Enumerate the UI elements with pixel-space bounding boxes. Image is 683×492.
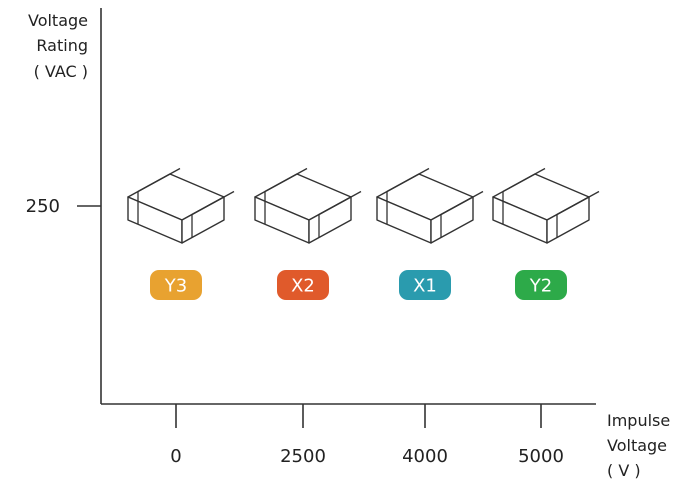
chip-capacitor-icon — [127, 167, 235, 244]
y-axis-label-line-3: ( VAC ) — [33, 62, 88, 81]
class-badge-label: Y2 — [529, 276, 552, 297]
x-tick-label: 2500 — [280, 446, 326, 467]
class-badge — [277, 270, 329, 300]
y-axis-label-line-1: Voltage — [27, 11, 88, 30]
class-badge-label: X1 — [413, 276, 437, 297]
x-axis-label-line-3: ( V ) — [607, 461, 641, 480]
chip-terminal-line — [318, 190, 362, 216]
class-badge-label: X2 — [291, 276, 315, 297]
x-tick-label: 0 — [170, 446, 181, 467]
y-tick-label: 250 — [26, 196, 60, 217]
chip-terminal-line — [386, 167, 430, 193]
chip-terminal-line — [556, 190, 600, 216]
class-badge — [515, 270, 567, 300]
x-tick-label: 5000 — [518, 446, 564, 467]
chip-terminal-line — [191, 190, 235, 216]
chip-terminal-line — [440, 190, 484, 216]
chip-terminal-line — [502, 167, 546, 193]
chip-capacitor-icon — [492, 167, 600, 244]
class-badge-label: Y3 — [164, 276, 187, 297]
chip-terminal-line — [137, 167, 181, 193]
x-tick-label: 4000 — [402, 446, 448, 467]
class-badge — [150, 270, 202, 300]
chip-capacitor-icon — [376, 167, 484, 244]
chip-terminal-line — [264, 167, 308, 193]
class-badge — [399, 270, 451, 300]
x-axis-label-line-2: Voltage — [607, 436, 668, 455]
chip-capacitor-icon — [254, 167, 362, 244]
x-axis-label-line-1: Impulse — [607, 411, 671, 430]
y-axis-label-line-2: Rating — [36, 36, 88, 55]
